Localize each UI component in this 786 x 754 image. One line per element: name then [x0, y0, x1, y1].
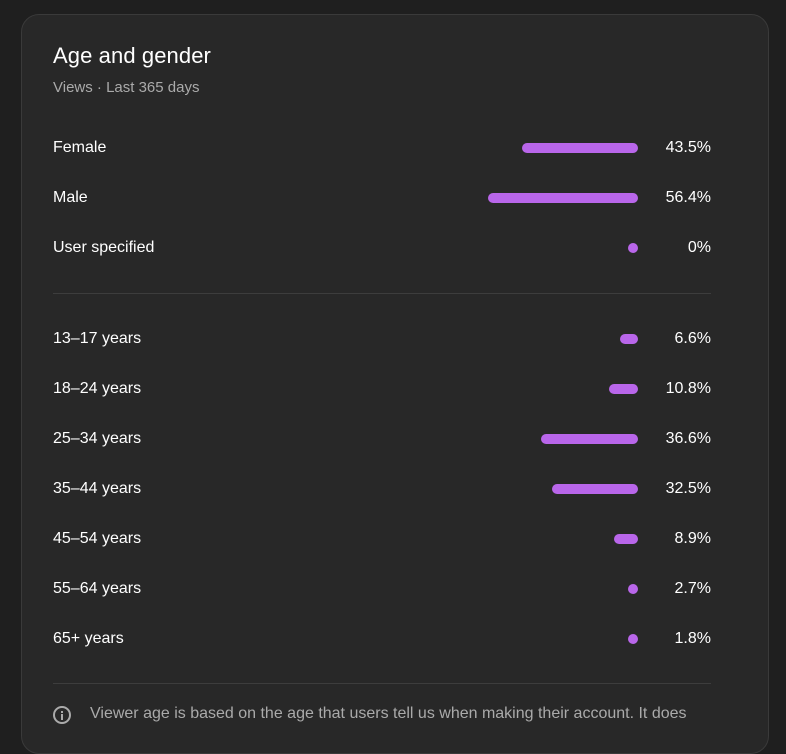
age-row: 55–64 years 2.7%	[53, 564, 711, 614]
gender-row: Female 43.5%	[53, 123, 711, 173]
age-percent: 10.8%	[665, 380, 711, 397]
age-percent: 6.6%	[674, 330, 711, 347]
age-bar	[551, 484, 638, 494]
footer-divider	[53, 683, 711, 684]
age-percent: 36.6%	[665, 430, 711, 447]
info-icon[interactable]	[53, 706, 71, 724]
gender-percent: 56.4%	[665, 189, 711, 206]
card-subtitle: Views · Last 365 days	[53, 79, 200, 96]
card-title: Age and gender	[53, 43, 211, 68]
age-row: 35–44 years 32.5%	[53, 464, 711, 514]
age-gender-card: Age and gender Views · Last 365 days Fem…	[21, 14, 769, 754]
age-label: 55–64 years	[53, 580, 142, 597]
age-row: 18–24 years 10.8%	[53, 364, 711, 414]
age-label: 13–17 years	[53, 330, 142, 347]
age-bar	[540, 434, 638, 444]
age-percent: 32.5%	[665, 480, 711, 497]
age-row: 13–17 years 6.6%	[53, 314, 711, 364]
age-breakdown: 13–17 years 6.6% 18–24 years 10.8% 25–34 yea…	[53, 314, 711, 664]
age-row: 25–34 years 36.6%	[53, 414, 711, 464]
gender-bar	[522, 143, 638, 153]
gender-bar	[628, 243, 638, 253]
gender-row: User specified 0%	[53, 223, 711, 273]
age-row: 45–54 years 8.9%	[53, 514, 711, 564]
gender-breakdown: Female 43.5% Male 56.4% User specified 0%	[53, 123, 711, 273]
age-label: 65+ years	[53, 630, 124, 647]
age-label: 45–54 years	[53, 530, 142, 547]
age-label: 18–24 years	[53, 380, 142, 397]
footer-note-text: Viewer age is based on the age that user…	[90, 705, 687, 722]
age-percent: 2.7%	[674, 580, 711, 597]
age-bar	[609, 384, 638, 394]
gender-percent: 0%	[687, 239, 711, 256]
gender-bar	[487, 193, 638, 203]
gender-label: User specified	[53, 239, 155, 256]
age-row: 65+ years 1.8%	[53, 614, 711, 664]
age-label: 25–34 years	[53, 430, 142, 447]
age-label: 35–44 years	[53, 480, 142, 497]
age-bar	[628, 634, 638, 644]
age-bar	[628, 584, 638, 594]
age-bar	[620, 334, 638, 344]
age-bar	[614, 534, 638, 544]
section-divider	[53, 293, 711, 294]
age-percent: 1.8%	[674, 630, 711, 647]
gender-label: Female	[53, 139, 107, 156]
age-percent: 8.9%	[674, 530, 711, 547]
gender-percent: 43.5%	[665, 139, 711, 156]
gender-label: Male	[53, 189, 88, 206]
gender-row: Male 56.4%	[53, 173, 711, 223]
